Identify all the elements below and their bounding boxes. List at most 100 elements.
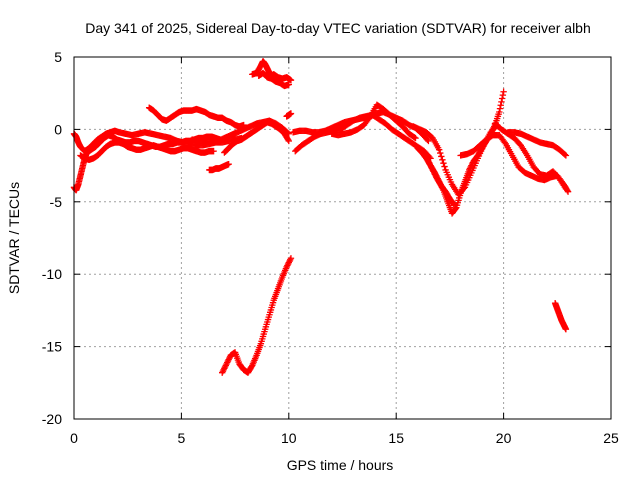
data-point xyxy=(437,149,444,157)
series-track-22h-negative xyxy=(551,299,570,333)
data-point xyxy=(427,162,434,169)
y-tick-label: -10 xyxy=(42,266,62,282)
data-point xyxy=(225,160,232,168)
series-track-17-cluster xyxy=(425,158,458,208)
data-point xyxy=(226,354,233,362)
x-axis-label: GPS time / hours xyxy=(287,457,394,473)
series-track-dip-negative xyxy=(219,255,295,376)
data-point xyxy=(460,185,468,192)
data-point xyxy=(219,368,227,375)
series-track-high-9h-b xyxy=(255,69,292,90)
y-tick-label: 5 xyxy=(54,49,62,65)
data-point xyxy=(220,366,227,373)
series-track-16-18-b xyxy=(410,121,501,198)
data-point xyxy=(499,91,507,99)
data-point xyxy=(221,365,228,372)
data-point xyxy=(438,153,445,160)
data-point xyxy=(225,356,232,363)
data-point xyxy=(221,363,229,371)
data-point xyxy=(411,134,418,141)
data-point xyxy=(440,159,447,167)
data-point xyxy=(441,163,448,170)
data-point xyxy=(287,76,295,84)
data-point xyxy=(286,257,293,265)
data-point xyxy=(467,163,474,171)
data-point xyxy=(284,136,292,143)
x-tick-label: 15 xyxy=(388,430,404,446)
data-point xyxy=(496,105,504,112)
y-tick-label: -15 xyxy=(42,339,62,355)
data-point xyxy=(224,359,231,366)
data-point xyxy=(428,165,436,172)
data-point xyxy=(426,160,434,168)
data-point xyxy=(429,166,436,174)
data-point xyxy=(497,102,504,109)
data-point xyxy=(425,137,432,145)
data-point xyxy=(219,369,226,376)
series-track-early-upper xyxy=(70,127,245,155)
data-point xyxy=(431,171,439,178)
data-point xyxy=(284,129,291,136)
chart-title: Day 341 of 2025, Sidereal Day-to-day VTE… xyxy=(85,20,591,36)
series-track-midday-c xyxy=(328,101,419,142)
y-tick-label: -5 xyxy=(50,194,63,210)
data-point xyxy=(210,147,217,155)
data-point xyxy=(498,95,506,102)
data-point xyxy=(424,136,431,143)
data-point xyxy=(496,108,503,116)
data-point xyxy=(287,256,294,263)
x-tick-label: 20 xyxy=(496,430,512,446)
y-tick-label: 0 xyxy=(54,121,62,137)
series-track-high-9h xyxy=(249,58,295,84)
plot-frame xyxy=(73,56,612,420)
axis-ticks: 0 5 10 15 20 25 -20 -15 -10 -5 0 5 xyxy=(42,49,619,446)
series-track-8h-low xyxy=(188,117,292,146)
series-track-hump xyxy=(145,104,247,130)
data-point xyxy=(287,255,295,262)
data-point xyxy=(284,260,292,268)
series-track-20-23-b xyxy=(504,129,570,159)
data-point xyxy=(430,169,438,177)
y-tick-label: -20 xyxy=(42,411,62,427)
data-point xyxy=(562,326,570,333)
series-track-10h-dot xyxy=(283,110,295,120)
data-point xyxy=(224,357,232,365)
data-point xyxy=(223,360,230,368)
data-point xyxy=(450,200,457,207)
x-tick-label: 5 xyxy=(178,430,186,446)
series-track-small-6.7 xyxy=(206,160,232,174)
data-point xyxy=(561,151,569,158)
x-tick-label: 10 xyxy=(281,430,297,446)
data-point xyxy=(366,114,373,122)
data-point xyxy=(435,146,443,153)
data-point xyxy=(428,163,435,171)
data-point xyxy=(430,168,437,175)
data-point xyxy=(500,88,507,95)
data-point xyxy=(222,362,229,369)
series-track-20-23-a xyxy=(491,120,570,192)
data-point xyxy=(248,363,255,370)
data-point xyxy=(285,137,292,145)
data-point xyxy=(501,139,508,146)
data-point xyxy=(432,172,439,179)
data-point xyxy=(498,98,505,106)
x-tick-label: 25 xyxy=(603,430,619,446)
data-point xyxy=(452,205,459,212)
data-point xyxy=(283,263,290,271)
plot-area xyxy=(70,58,572,376)
series-track-low-center xyxy=(77,139,217,164)
data-point xyxy=(450,201,458,208)
x-tick-label: 0 xyxy=(70,430,78,446)
data-point xyxy=(562,185,570,192)
data-point xyxy=(285,81,292,88)
data-point xyxy=(285,259,292,266)
data-point xyxy=(562,152,570,159)
data-point xyxy=(412,134,419,142)
data-point xyxy=(425,159,433,166)
data-point xyxy=(425,158,432,165)
data-point xyxy=(439,156,446,164)
y-axis-label: SDTVAR / TECUs xyxy=(6,182,22,294)
data-point xyxy=(285,130,292,137)
data-point xyxy=(284,262,291,269)
